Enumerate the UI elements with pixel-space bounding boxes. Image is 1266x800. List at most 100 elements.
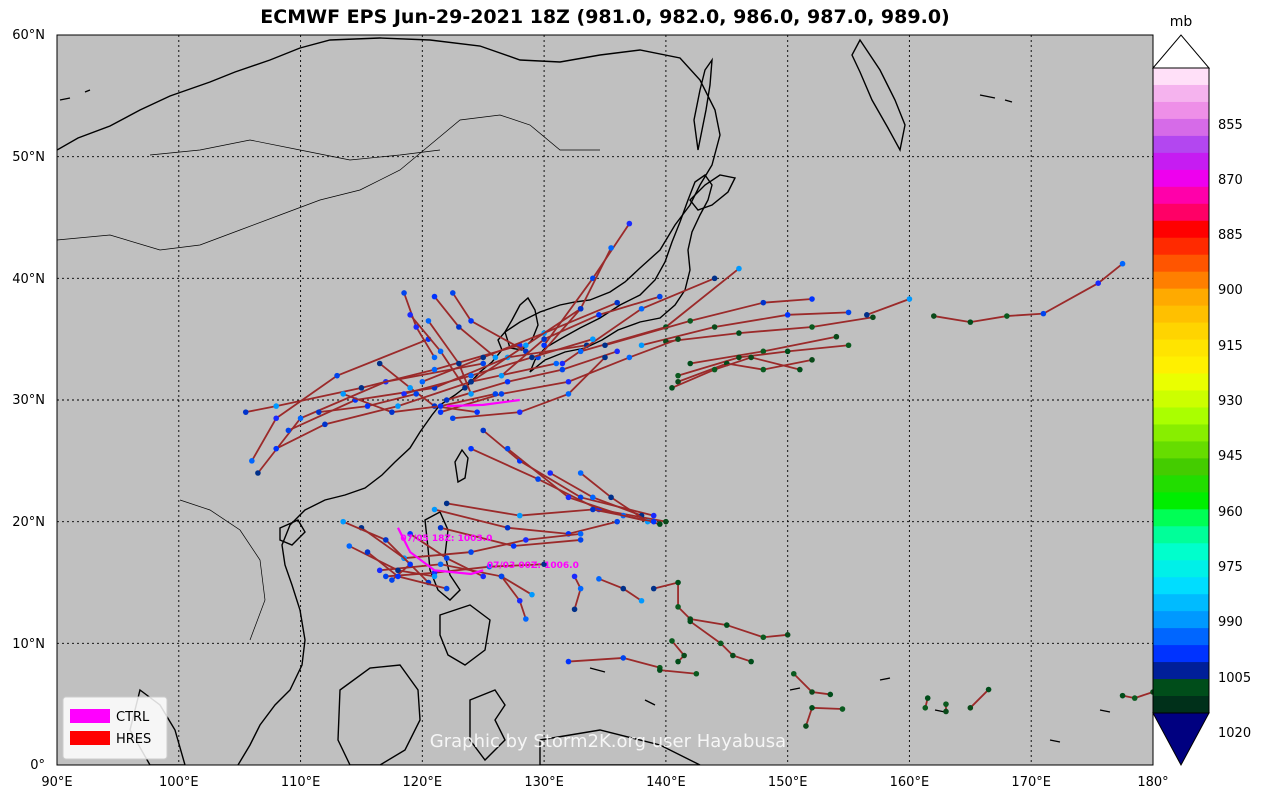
track-point xyxy=(242,409,249,415)
track-point xyxy=(334,372,340,379)
track-point xyxy=(809,689,815,695)
track-point xyxy=(364,549,371,555)
track-point xyxy=(657,521,663,527)
track-point xyxy=(736,330,742,336)
track-point xyxy=(498,573,505,580)
ensemble-track xyxy=(677,358,813,383)
track-point xyxy=(626,354,633,361)
ensemble-track xyxy=(379,362,478,414)
chart-title: ECMWF EPS Jun-29-2021 18Z (981.0, 982.0,… xyxy=(260,6,950,28)
track-point xyxy=(1040,310,1047,317)
colorbar-band xyxy=(1153,458,1209,476)
track-point xyxy=(784,632,791,638)
track-point xyxy=(650,518,657,525)
lat-tick-label: 40°N xyxy=(12,272,45,287)
track-point xyxy=(736,354,742,361)
track-point xyxy=(437,409,444,415)
track-point xyxy=(675,378,681,385)
track-point xyxy=(255,470,261,476)
track-point xyxy=(443,585,450,592)
colorbar-band xyxy=(1153,220,1209,239)
track-point xyxy=(492,391,499,397)
colorbar-band xyxy=(1153,152,1209,171)
track-point xyxy=(395,573,401,580)
track-point xyxy=(273,415,280,422)
track-point xyxy=(449,415,456,422)
track-point xyxy=(346,543,353,549)
track-point xyxy=(431,354,438,361)
track-point xyxy=(809,357,815,363)
track-point xyxy=(675,372,681,379)
colorbar-tick-label: 900 xyxy=(1218,283,1243,298)
track-point xyxy=(596,576,602,582)
lon-tick-label: 90°E xyxy=(41,775,72,790)
colorbar-band xyxy=(1153,696,1209,714)
track-point xyxy=(571,573,578,580)
track-point xyxy=(845,309,852,316)
colorbar-unit: mb xyxy=(1170,14,1193,30)
track-point xyxy=(693,670,700,677)
ensemble-track xyxy=(677,344,849,377)
colorbar-band xyxy=(1153,186,1209,205)
colorbar-band xyxy=(1153,424,1209,442)
track-point xyxy=(614,348,620,355)
track-point xyxy=(565,391,572,397)
colorbar-bands xyxy=(1153,68,1209,714)
track-point xyxy=(596,312,602,318)
colorbar-tick-label: 945 xyxy=(1218,449,1243,464)
colorbar-band xyxy=(1153,475,1209,493)
colorbar-tick-label: 1005 xyxy=(1218,671,1251,686)
ensemble-track xyxy=(403,532,581,560)
track-point xyxy=(559,366,566,373)
track-point xyxy=(943,708,949,715)
track-point xyxy=(474,409,480,415)
track-point xyxy=(437,348,444,355)
borneo-coastline xyxy=(337,664,421,765)
track-point xyxy=(760,299,767,306)
small-islands-1 xyxy=(59,89,1013,706)
track-point xyxy=(864,312,870,318)
legend-label-hres: HRES xyxy=(116,732,151,747)
asia-mainland-coastline xyxy=(57,37,721,765)
track-point xyxy=(602,354,608,361)
track-point xyxy=(711,324,718,330)
ensemble-track xyxy=(452,356,606,420)
track-point xyxy=(480,573,487,580)
track-point xyxy=(675,604,681,610)
track-point xyxy=(468,378,474,385)
track-point xyxy=(614,299,620,306)
track-point xyxy=(602,342,608,349)
track-point xyxy=(407,531,413,537)
track-point xyxy=(590,494,596,501)
track-point xyxy=(784,312,791,318)
track-point xyxy=(833,333,840,340)
track-point xyxy=(285,427,292,434)
track-annotation: 07/03 00Z: 1006.0 xyxy=(487,561,579,571)
track-point xyxy=(906,296,913,302)
legend: CTRL HRES xyxy=(62,696,168,760)
track-point xyxy=(669,385,675,391)
track-point xyxy=(376,567,383,574)
colorbar-top-extension xyxy=(1151,34,1211,69)
track-point xyxy=(638,342,645,349)
ctrl-track xyxy=(396,527,484,576)
track-point xyxy=(687,360,694,367)
track-point xyxy=(608,245,614,251)
ensemble-track xyxy=(866,298,910,316)
track-point xyxy=(669,638,675,644)
colorbar-ticks: 855 870 885 900 915 930 945 960 975 990 … xyxy=(1218,118,1251,741)
track-point xyxy=(967,319,974,325)
track-point xyxy=(687,318,694,324)
track-point xyxy=(760,366,767,373)
track-point xyxy=(1095,280,1101,287)
lon-tick-label: 130°E xyxy=(524,775,564,790)
track-point xyxy=(590,336,596,342)
taiwan-coastline xyxy=(454,448,469,484)
colorbar-band xyxy=(1153,560,1209,578)
track-point xyxy=(553,360,560,367)
colorbar-band xyxy=(1153,577,1209,595)
legend-label-ctrl: CTRL xyxy=(116,710,150,725)
colorbar-band xyxy=(1153,254,1209,273)
lon-tick-label: 150°E xyxy=(768,775,808,790)
colorbar-tick-label: 870 xyxy=(1218,173,1243,188)
